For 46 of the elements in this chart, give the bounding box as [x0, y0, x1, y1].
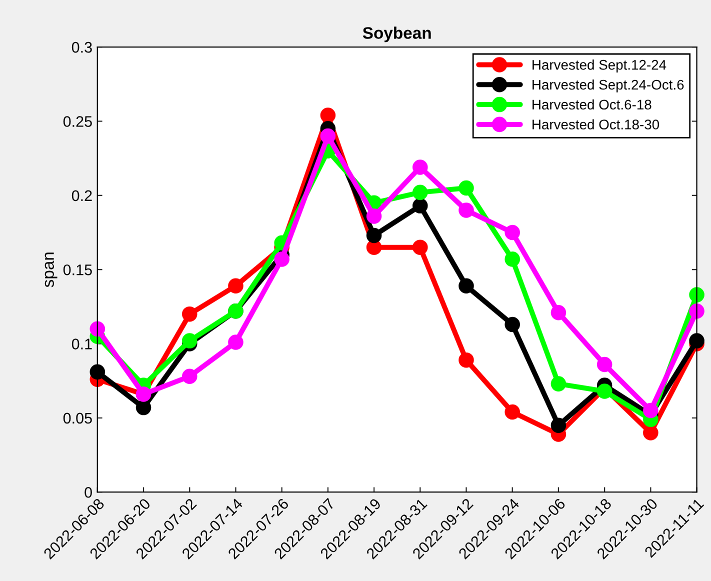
point: [458, 180, 474, 196]
point: [643, 402, 658, 418]
point: [550, 418, 566, 433]
point: [550, 376, 566, 392]
point: [504, 316, 520, 332]
y-tick-label: 0.1: [72, 338, 92, 350]
y-tick-label: 0.05: [63, 412, 92, 424]
point: [412, 160, 428, 175]
point: [320, 128, 336, 144]
point: [90, 321, 106, 337]
point: [689, 333, 704, 348]
chart-title: Soybean: [362, 26, 431, 42]
point: [504, 224, 520, 240]
point: [412, 184, 428, 200]
y-tick-label: 0.25: [63, 116, 92, 127]
point: [136, 400, 152, 416]
point: [458, 202, 474, 218]
point: [596, 384, 612, 399]
point: [366, 208, 382, 224]
point: [412, 240, 428, 255]
point: [596, 356, 612, 372]
point: [458, 278, 474, 294]
legend-label: Harvested Sept.12-24: [532, 60, 666, 73]
legend-label: Harvested Sept.24-Oct.6: [532, 79, 684, 92]
point: [182, 333, 198, 348]
point: [274, 252, 290, 267]
point: [228, 278, 244, 294]
point: [412, 198, 428, 214]
legend-label: Harvested Oct.6-18: [532, 99, 652, 110]
y-tick-label: 0.2: [72, 190, 92, 202]
y-tick-label: 0: [84, 486, 92, 498]
point: [458, 352, 474, 368]
point: [182, 306, 198, 322]
point: [320, 108, 336, 123]
point: [643, 425, 658, 440]
point: [504, 404, 520, 420]
legend-label: Harvested Oct.18-30: [532, 119, 660, 130]
point: [228, 334, 244, 350]
y-axis-title: span: [44, 252, 58, 288]
point: [366, 228, 382, 244]
point: [550, 304, 566, 320]
y-tick-label: 0.15: [63, 264, 92, 276]
y-tick-label: 0.3: [72, 42, 92, 53]
point: [504, 252, 520, 267]
point: [90, 364, 106, 380]
point: [182, 368, 198, 384]
